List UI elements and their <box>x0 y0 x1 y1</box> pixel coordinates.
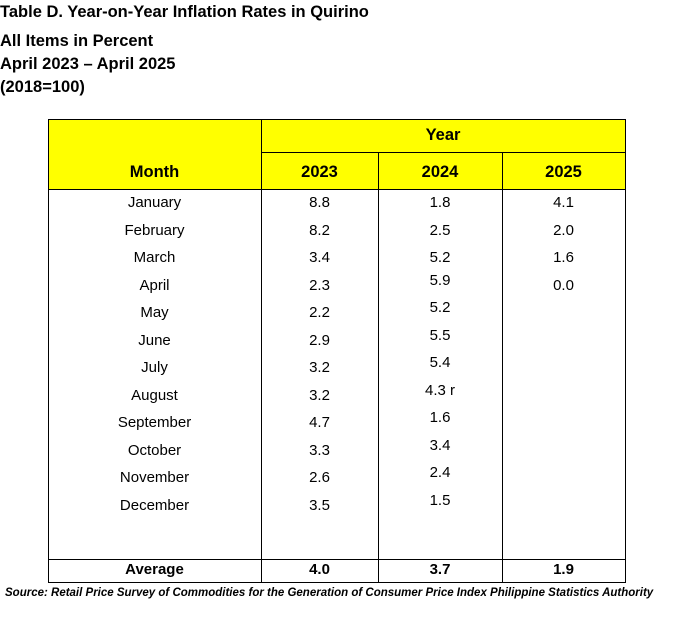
header-fill <box>48 119 625 189</box>
value-cell: 5.2 <box>429 249 451 266</box>
table-subtitle-period: April 2023 – April 2025 <box>0 55 176 73</box>
value-cell: 8.8 <box>309 194 330 211</box>
value-cell: 1.8 <box>429 194 451 211</box>
month-cell: September <box>117 414 192 431</box>
value-cell: 8.2 <box>309 221 330 239</box>
month-cell: August <box>131 386 178 404</box>
value-cell: 3.4 <box>429 436 451 454</box>
month-cell: April <box>139 276 170 294</box>
month-cell: February <box>124 221 185 239</box>
value-cell: 3.2 <box>309 386 330 404</box>
table-subtitle-units: All Items in Percent <box>0 32 154 50</box>
value-cell: 1.6 <box>553 249 574 266</box>
value-cell: 2.6 <box>309 469 330 486</box>
value-cell: 4.1 <box>553 194 574 211</box>
value-cell: 3.5 <box>309 496 330 514</box>
value-cell: 4.7 <box>309 414 330 431</box>
value-cell: 5.5 <box>429 326 451 344</box>
value-cell: 1.5 <box>429 491 451 509</box>
table-border-top <box>48 119 626 120</box>
header-divider <box>261 152 625 153</box>
value-cell: 3.3 <box>309 441 330 459</box>
value-cell: 0.0 <box>553 276 574 294</box>
month-cell: June <box>138 331 171 349</box>
column-divider-2023 <box>261 119 262 582</box>
month-cell: May <box>140 304 169 321</box>
column-header-2023: 2023 <box>301 163 338 181</box>
header-bottom-border <box>48 189 626 190</box>
value-cell: 2.2 <box>309 304 330 321</box>
value-cell: 4.3 r <box>424 381 455 399</box>
average-value: 3.7 <box>429 561 451 578</box>
table-border-bottom <box>48 582 626 583</box>
value-cell: 2.5 <box>429 221 451 239</box>
column-header-2025: 2025 <box>545 163 582 181</box>
month-cell: July <box>141 359 168 376</box>
year-group-header: Year <box>425 126 461 144</box>
average-label: Average <box>125 561 184 578</box>
table-border-left <box>48 119 49 583</box>
average-top-border <box>48 559 626 560</box>
month-cell: December <box>119 496 190 514</box>
value-cell: 2.3 <box>309 276 330 294</box>
column-divider-2024 <box>378 152 379 582</box>
month-cell: November <box>119 469 190 486</box>
average-value: 1.9 <box>553 561 574 578</box>
value-cell: 2.0 <box>553 221 574 239</box>
column-header-2024: 2024 <box>421 163 459 181</box>
table-subtitle-base: (2018=100) <box>0 78 85 96</box>
source-note: Source: Retail Price Survey of Commoditi… <box>5 587 654 599</box>
value-cell: 2.4 <box>429 464 451 481</box>
value-cell: 5.2 <box>429 299 451 316</box>
month-cell: March <box>133 249 176 266</box>
value-cell: 3.4 <box>309 249 330 266</box>
month-cell: January <box>127 194 182 211</box>
column-divider-2025 <box>502 152 503 582</box>
value-cell: 2.9 <box>309 331 330 349</box>
month-cell: October <box>127 441 182 459</box>
value-cell: 5.9 <box>429 271 451 289</box>
average-value: 4.0 <box>309 561 330 578</box>
value-cell: 5.4 <box>429 354 451 371</box>
table-border-right <box>625 119 626 583</box>
column-header-month: Month <box>129 163 180 181</box>
value-cell: 1.6 <box>429 409 451 426</box>
value-cell: 3.2 <box>309 359 330 376</box>
table-title: Table D. Year-on-Year Inflation Rates in… <box>0 3 369 21</box>
